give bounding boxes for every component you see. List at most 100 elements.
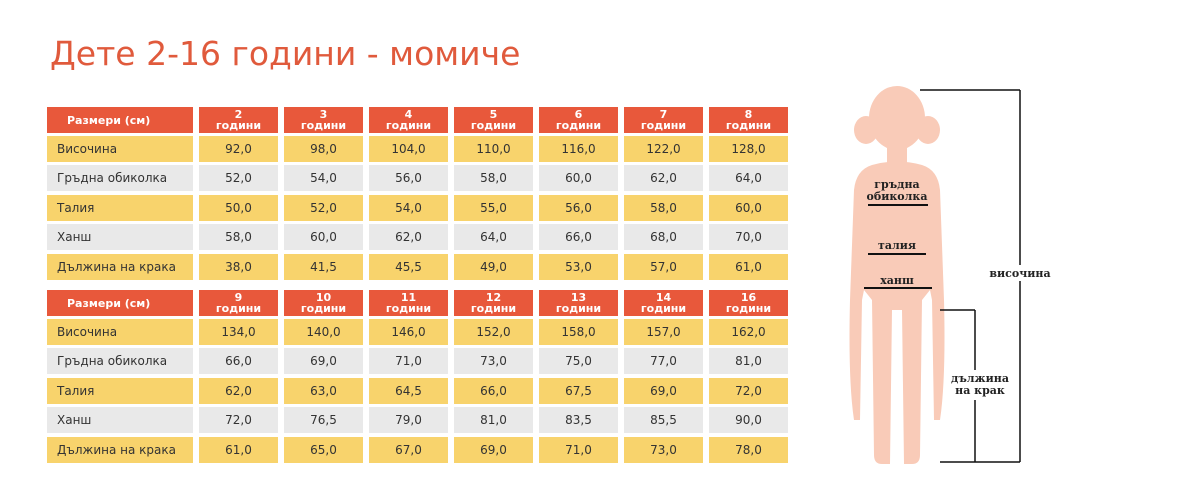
cell-value: 60,0: [539, 165, 618, 192]
cell-value: 79,0: [369, 407, 448, 434]
cell-value: 58,0: [454, 165, 533, 192]
cell-value: 81,0: [454, 407, 533, 434]
cell-value: 71,0: [369, 348, 448, 375]
cell-value: 152,0: [454, 319, 533, 345]
cell-value: 146,0: [369, 319, 448, 345]
cell-value: 58,0: [199, 224, 278, 251]
header-age: 8: [744, 108, 753, 121]
header-cell: 2 години: [199, 107, 278, 133]
cell-value: 69,0: [454, 436, 533, 463]
cell-value: 57,0: [624, 253, 703, 280]
header-unit: години: [215, 119, 262, 132]
cell-value: 41,5: [284, 253, 363, 280]
row-label: Височина: [47, 319, 193, 345]
header-cell: 7 години: [624, 107, 703, 133]
header-cell: 5 години: [454, 107, 533, 133]
header-age: 10: [315, 291, 332, 304]
cell-value: 54,0: [369, 194, 448, 221]
header-unit: години: [385, 119, 432, 132]
header-age: 2: [234, 108, 243, 121]
header-unit: години: [470, 302, 517, 315]
header-age: 5: [489, 108, 498, 121]
cell-value: 69,0: [284, 348, 363, 375]
header-label: Размери (см): [67, 296, 151, 310]
height-label: височина: [989, 267, 1050, 280]
cell-value: 67,5: [539, 377, 618, 404]
header-cell: Размери (см): [47, 290, 193, 316]
cell-value: 92,0: [199, 136, 278, 162]
row-label: Ханш: [47, 224, 193, 251]
cell-value: 116,0: [539, 136, 618, 162]
header-unit: години: [215, 302, 262, 315]
row-label: Ханш: [47, 407, 193, 434]
header-cell: 4 години: [369, 107, 448, 133]
waist-label: талия: [878, 239, 916, 252]
cell-value: 78,0: [709, 436, 788, 463]
cell-value: 55,0: [454, 194, 533, 221]
row-label: Дължина на крака: [47, 253, 193, 280]
header-age: 3: [319, 108, 328, 121]
cell-value: 61,0: [199, 436, 278, 463]
row-label: Талия: [47, 377, 193, 404]
header-unit: години: [555, 119, 602, 132]
cell-value: 66,0: [454, 377, 533, 404]
cell-value: 68,0: [624, 224, 703, 251]
cell-value: 104,0: [369, 136, 448, 162]
header-label: Размери (см): [67, 113, 151, 127]
cell-value: 52,0: [284, 194, 363, 221]
cell-value: 157,0: [624, 319, 703, 345]
cell-value: 69,0: [624, 377, 703, 404]
header-age: 12: [485, 291, 502, 304]
header-cell: 8 години: [709, 107, 788, 133]
header-cell: 14 години: [624, 290, 703, 316]
cell-value: 73,0: [454, 348, 533, 375]
row-label: Гръдна обиколка: [47, 348, 193, 375]
cell-value: 85,5: [624, 407, 703, 434]
cell-value: 67,0: [369, 436, 448, 463]
cell-value: 65,0: [284, 436, 363, 463]
header-age: 9: [234, 291, 243, 304]
cell-value: 56,0: [369, 165, 448, 192]
header-age: 6: [574, 108, 583, 121]
cell-value: 158,0: [539, 319, 618, 345]
cell-value: 53,0: [539, 253, 618, 280]
cell-value: 45,5: [369, 253, 448, 280]
cell-value: 90,0: [709, 407, 788, 434]
cell-value: 134,0: [199, 319, 278, 345]
cell-value: 62,0: [624, 165, 703, 192]
cell-value: 71,0: [539, 436, 618, 463]
header-age: 4: [404, 108, 413, 121]
header-unit: години: [555, 302, 602, 315]
cell-value: 110,0: [454, 136, 533, 162]
cell-value: 98,0: [284, 136, 363, 162]
cell-value: 140,0: [284, 319, 363, 345]
header-cell: 9 години: [199, 290, 278, 316]
cell-value: 60,0: [284, 224, 363, 251]
cell-value: 70,0: [709, 224, 788, 251]
header-unit: години: [725, 302, 772, 315]
header-unit: години: [300, 302, 347, 315]
header-age: 7: [659, 108, 668, 121]
row-label: Височина: [47, 136, 193, 162]
header-unit: години: [470, 119, 517, 132]
row-label: Дължина на крака: [47, 436, 193, 463]
chest-label: обиколка: [867, 190, 928, 203]
cell-value: 64,0: [454, 224, 533, 251]
cell-value: 162,0: [709, 319, 788, 345]
cell-value: 72,0: [709, 377, 788, 404]
header-age: 13: [570, 291, 587, 304]
cell-value: 64,5: [369, 377, 448, 404]
cell-value: 77,0: [624, 348, 703, 375]
header-unit: години: [725, 119, 772, 132]
header-cell: 10 години: [284, 290, 363, 316]
leg-label: на крак: [955, 384, 1005, 397]
cell-value: 56,0: [539, 194, 618, 221]
header-cell: 6 години: [539, 107, 618, 133]
row-label: Гръдна обиколка: [47, 165, 193, 192]
header-cell: 12 години: [454, 290, 533, 316]
header-cell: 11 години: [369, 290, 448, 316]
row-label: Талия: [47, 194, 193, 221]
cell-value: 76,5: [284, 407, 363, 434]
cell-value: 60,0: [709, 194, 788, 221]
